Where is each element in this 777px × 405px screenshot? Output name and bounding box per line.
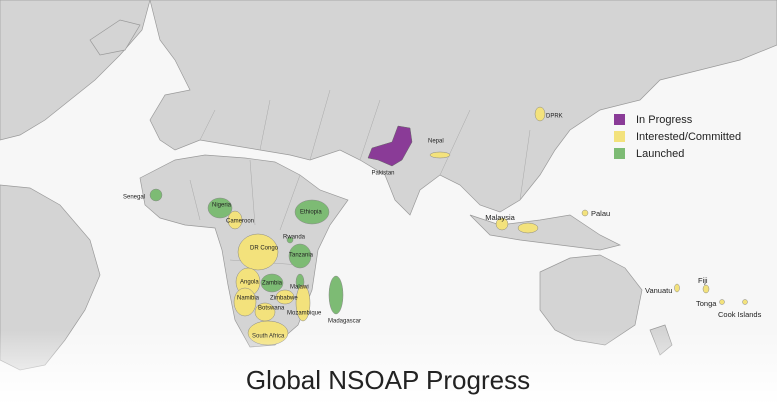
legend-swatch	[614, 148, 625, 159]
country-shape	[227, 210, 243, 230]
country-label: Zimbabwe	[270, 296, 298, 302]
country-shape	[149, 188, 163, 202]
title-band	[0, 330, 777, 405]
country-label: Ethiopia	[300, 210, 322, 216]
country-shape	[207, 197, 233, 219]
country-shape	[674, 283, 680, 293]
country-label: Botswana	[258, 306, 285, 312]
country-label: Zambia	[262, 281, 283, 287]
country-shape	[295, 284, 311, 322]
country-label: Palau	[591, 209, 610, 218]
country-labels: DPRK Nepal Pakistan Senegal Nigeria Cameroon E…	[123, 114, 762, 340]
page-title: Global NSOAP Progress	[246, 365, 530, 395]
legend-label: Launched	[636, 148, 684, 160]
country-label: Cook Islands	[718, 310, 762, 319]
country-label: Cameroon	[226, 219, 254, 225]
country-label: Malaysia	[485, 213, 515, 222]
country-shape	[495, 217, 509, 231]
country-shape	[581, 209, 589, 217]
country-label: Pakistan	[371, 171, 394, 177]
country-shape	[294, 199, 330, 225]
legend-swatch	[614, 114, 625, 125]
country-label: Tanzania	[289, 253, 314, 259]
country-label: Angola	[240, 280, 259, 286]
country-shape	[719, 299, 725, 305]
country-shape	[367, 125, 413, 167]
country-label: Senegal	[123, 195, 145, 201]
country-label: Vanuatu	[645, 286, 672, 295]
country-shape	[288, 243, 312, 269]
legend: In Progress Interested/Committed Launched	[614, 114, 741, 160]
country-label: Nigeria	[212, 203, 232, 209]
country-label: Madagascar	[328, 319, 361, 325]
legend-label: In Progress	[636, 114, 693, 126]
country-shape	[260, 273, 284, 293]
country-shape	[702, 284, 710, 294]
country-shape	[742, 299, 748, 305]
country-label: Nepal	[428, 139, 444, 145]
country-label: Malawi	[290, 285, 309, 291]
country-shape	[275, 289, 295, 305]
country-shape	[534, 106, 546, 122]
country-shape	[517, 222, 539, 234]
country-shape	[328, 275, 344, 315]
country-shape	[233, 287, 257, 317]
country-label: Rwanda	[283, 235, 306, 241]
country-label: Mozambique	[287, 311, 322, 317]
country-shape	[286, 236, 294, 244]
country-label: DPRK	[546, 114, 563, 120]
legend-swatch	[614, 131, 625, 142]
legend-label: Interested/Committed	[636, 131, 741, 143]
country-shape	[429, 151, 451, 159]
country-label: Tonga	[696, 299, 717, 308]
country-label: Namibia	[237, 296, 260, 302]
borders	[189, 89, 531, 266]
country-label: DR Congo	[250, 246, 279, 252]
country-label: Fiji	[698, 276, 708, 285]
country-shape	[237, 233, 279, 271]
